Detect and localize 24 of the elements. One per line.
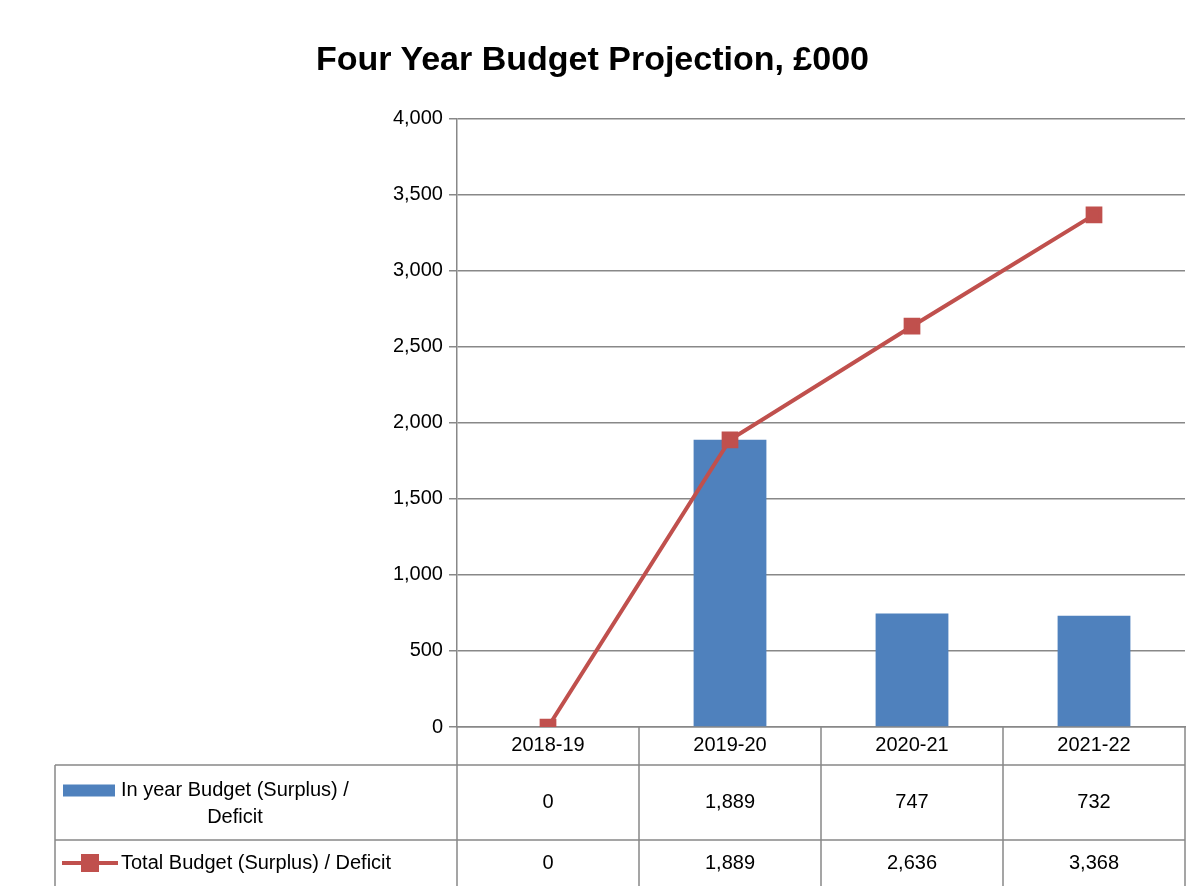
data-label: 1,889 bbox=[704, 790, 756, 813]
x-tick-label: 2020-21 bbox=[875, 732, 949, 755]
y-tick-label: 1,000 bbox=[392, 562, 443, 585]
y-tick-label: 0 bbox=[431, 714, 443, 737]
x-tick-label: 2018-19 bbox=[511, 732, 585, 755]
y-tick-label: 3,000 bbox=[392, 258, 443, 281]
y-tick-label: 4,000 bbox=[392, 106, 443, 129]
y-tick-label: 1,500 bbox=[392, 486, 443, 509]
data-label: 0 bbox=[542, 790, 554, 813]
data-label: 3,368 bbox=[1068, 850, 1120, 873]
y-tick-label: 2,000 bbox=[392, 410, 443, 433]
data-label: 1,889 bbox=[704, 850, 756, 873]
x-tick-label: 2021-22 bbox=[1057, 732, 1131, 755]
data-label: 747 bbox=[895, 790, 929, 813]
legend-label: Total Budget (Surplus) / Deficit bbox=[121, 850, 392, 873]
y-tick-label: 2,500 bbox=[392, 334, 443, 357]
data-label: 0 bbox=[542, 850, 554, 873]
data-label: 732 bbox=[1077, 790, 1111, 813]
data-label: 2,636 bbox=[886, 850, 938, 873]
legend-label: In year Budget (Surplus) / Deficit bbox=[121, 778, 350, 828]
chart-title: Four Year Budget Projection, £000 bbox=[316, 38, 869, 77]
x-tick-label: 2019-20 bbox=[693, 732, 767, 755]
y-tick-label: 500 bbox=[409, 638, 443, 661]
y-tick-label: 3,500 bbox=[392, 182, 443, 205]
